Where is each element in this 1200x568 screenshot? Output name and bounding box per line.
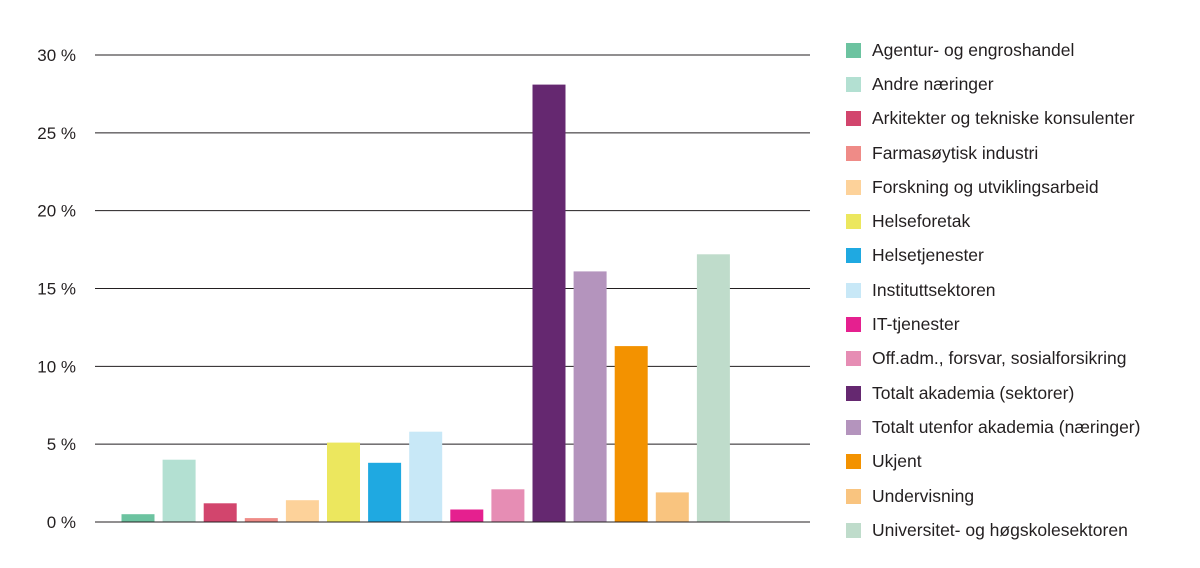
legend-swatch <box>846 419 861 435</box>
bar-11 <box>532 84 566 522</box>
legend-item: Farmasøytisk industri <box>846 136 1186 170</box>
legend-label: Helseforetak <box>872 211 971 232</box>
y-tick-label: 25 % <box>37 124 76 143</box>
legend-item: Arkitekter og tekniske konsulenter <box>846 102 1186 136</box>
y-tick-label: 15 % <box>37 280 76 299</box>
bar-12 <box>573 271 607 522</box>
legend-item: Undervisning <box>846 479 1186 513</box>
legend-label: IT-tjenester <box>872 314 960 335</box>
bar-3 <box>203 503 237 522</box>
legend-label: Ukjent <box>872 451 922 472</box>
bar-14 <box>655 492 689 522</box>
legend-item: IT-tjenester <box>846 307 1186 341</box>
legend-label: Off.adm., forsvar, sosialforsikring <box>872 348 1127 369</box>
y-tick-label: 10 % <box>37 357 76 376</box>
bar-1 <box>121 514 155 522</box>
bars <box>95 84 810 523</box>
legend-swatch <box>846 351 861 367</box>
legend-item: Universitet- og høgskolesektoren <box>846 513 1186 547</box>
legend-swatch <box>846 111 861 127</box>
bar-13 <box>614 346 648 522</box>
legend-swatch <box>846 42 861 58</box>
legend-swatch <box>846 282 861 298</box>
bar-5 <box>285 500 319 522</box>
legend-label: Forskning og utviklingsarbeid <box>872 176 1099 197</box>
bar-4 <box>244 518 278 522</box>
legend-item: Totalt akademia (sektorer) <box>846 376 1186 410</box>
bar-10 <box>491 489 525 522</box>
chart-legend: Agentur- og engroshandel Andre næringer Ar… <box>846 33 1186 547</box>
y-axis-tick-labels: 0 % 5 % 10 % 15 % 20 % 25 % 30 % <box>37 46 76 532</box>
legend-item: Forskning og utviklingsarbeid <box>846 170 1186 204</box>
legend-label: Andre næringer <box>872 73 994 94</box>
legend-swatch <box>846 454 861 470</box>
legend-label: Totalt utenfor akademia (næringer) <box>872 416 1141 437</box>
legend-swatch <box>846 214 861 230</box>
legend-label: Instituttsektoren <box>872 279 996 300</box>
bar-chart: 0 % 5 % 10 % 15 % 20 % 25 % 30 % <box>37 46 810 532</box>
legend-item: Agentur- og engroshandel <box>846 33 1186 67</box>
gridlines <box>95 54 810 523</box>
bar-15 <box>696 254 730 523</box>
y-tick-label: 0 % <box>47 513 76 532</box>
legend-swatch <box>846 145 861 161</box>
legend-swatch <box>846 385 861 401</box>
legend-label: Agentur- og engroshandel <box>872 39 1075 60</box>
bar-2 <box>162 459 196 522</box>
legend-swatch <box>846 76 861 92</box>
legend-item: Totalt utenfor akademia (næringer) <box>846 410 1186 444</box>
legend-item: Andre næringer <box>846 67 1186 101</box>
y-tick-label: 20 % <box>37 202 76 221</box>
legend-item: Ukjent <box>846 445 1186 479</box>
legend-swatch <box>846 248 861 264</box>
y-tick-label: 5 % <box>47 435 76 454</box>
bar-7 <box>368 462 402 522</box>
legend-label: Farmasøytisk industri <box>872 142 1039 163</box>
bar-9 <box>450 509 484 522</box>
legend-swatch <box>846 317 861 333</box>
legend-label: Undervisning <box>872 485 975 506</box>
legend-item: Helseforetak <box>846 204 1186 238</box>
legend-label: Universitet- og høgskolesektoren <box>872 519 1128 540</box>
legend-label: Totalt akademia (sektorer) <box>872 382 1075 403</box>
legend-label: Helsetjenester <box>872 245 984 266</box>
legend-item: Instituttsektoren <box>846 273 1186 307</box>
legend-swatch <box>846 179 861 195</box>
bar-8 <box>409 431 443 522</box>
legend-swatch <box>846 488 861 504</box>
bar-6 <box>327 442 360 522</box>
legend-item: Off.adm., forsvar, sosialforsikring <box>846 342 1186 376</box>
y-tick-label: 30 % <box>37 46 76 65</box>
legend-label: Arkitekter og tekniske konsulenter <box>872 108 1135 129</box>
legend-swatch <box>846 522 861 538</box>
legend-item: Helsetjenester <box>846 239 1186 273</box>
